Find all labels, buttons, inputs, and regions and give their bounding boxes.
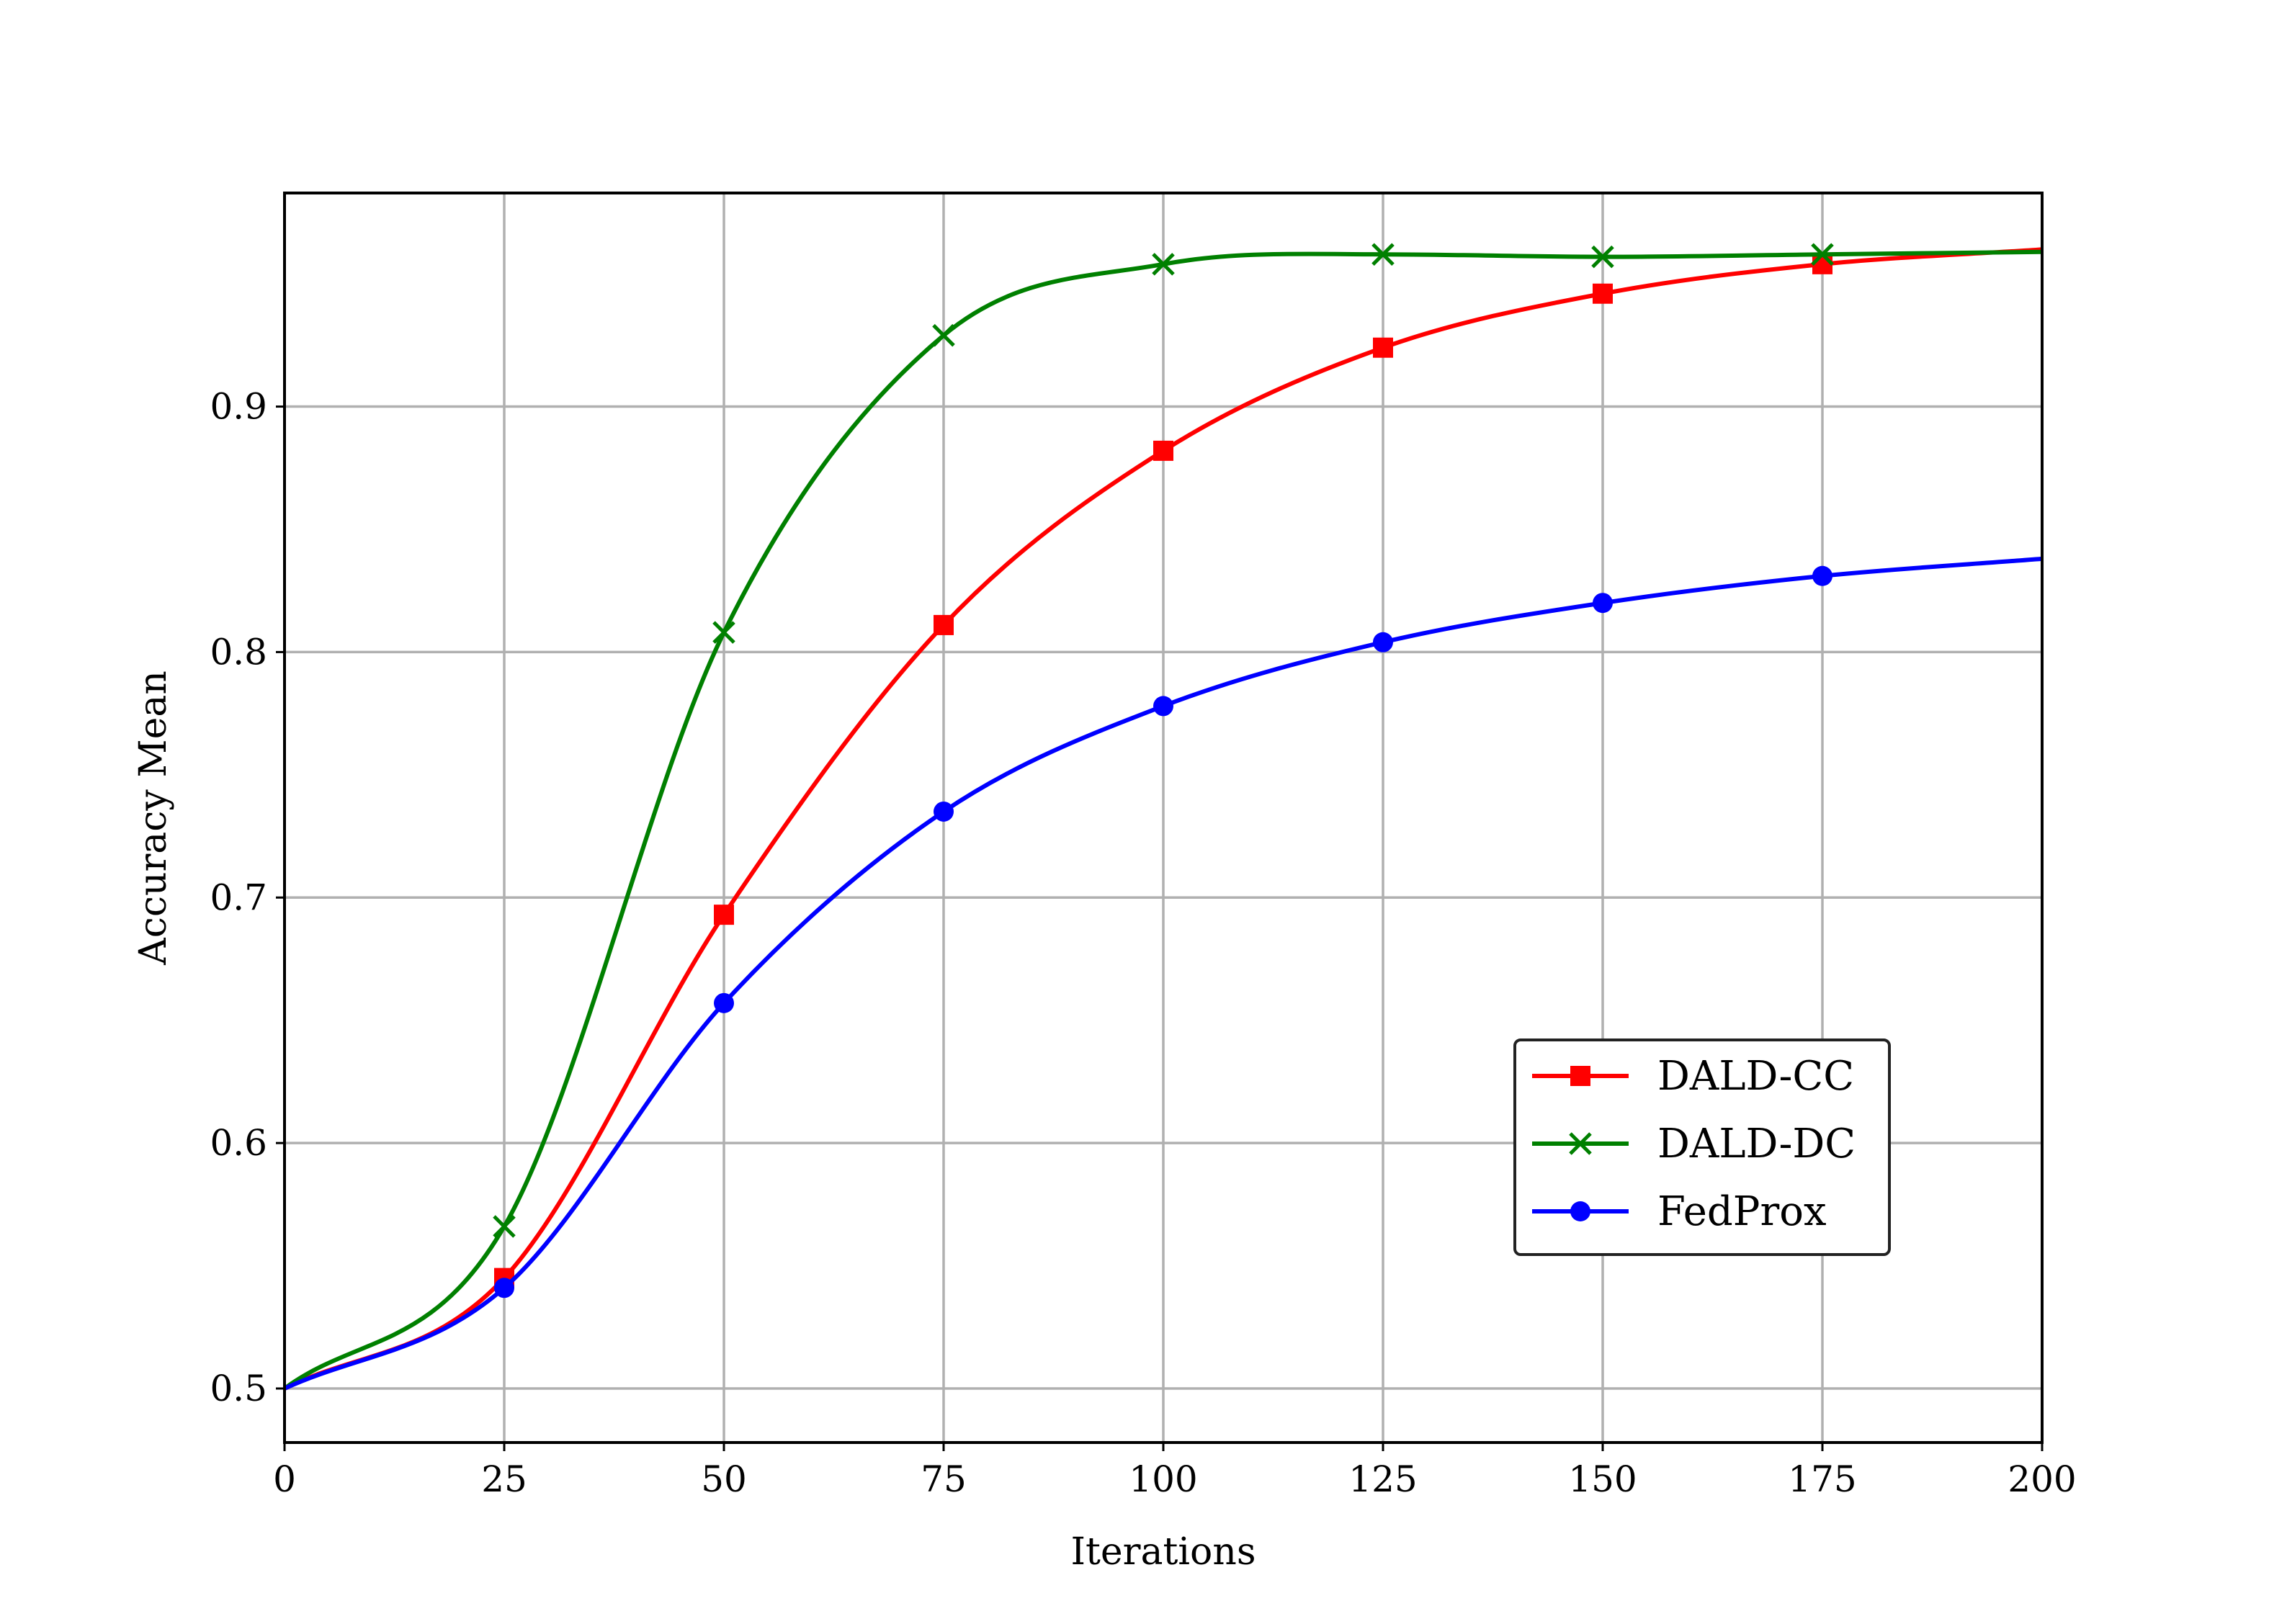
data-point [932, 323, 955, 347]
legend-item: DALD-CC [1532, 1053, 1854, 1100]
data-point [934, 614, 954, 635]
marker-stroke [1569, 1132, 1592, 1155]
data-point [1373, 337, 1393, 358]
legend-marker [1570, 1066, 1590, 1086]
data-point [1152, 253, 1175, 276]
marker-stroke [493, 1215, 516, 1238]
x-tick-label: 175 [1788, 1458, 1856, 1500]
data-point [1591, 245, 1614, 269]
data-point [714, 992, 734, 1013]
y-tick-label: 0.8 [210, 631, 267, 673]
x-axis-label: Iterations [1070, 1530, 1256, 1574]
series-line [283, 249, 2043, 1391]
x-tick-label: 25 [481, 1458, 527, 1500]
axis-ticks: 0 25 50 75 100 125 150 175 200 0.5 0.6 0.7 0.8 0.9 [210, 386, 2076, 1500]
series-lines [283, 243, 2043, 1391]
x-tick-label: 75 [921, 1458, 967, 1500]
x-tick-label: 150 [1568, 1458, 1637, 1500]
marker-stroke [712, 621, 735, 644]
x-tick-label: 125 [1348, 1458, 1417, 1500]
series-fedprox [283, 556, 2043, 1391]
legend-marker [1570, 1201, 1590, 1221]
data-point [1593, 593, 1613, 614]
y-tick-label: 0.5 [210, 1368, 267, 1409]
legend-label: DALD-CC [1657, 1053, 1854, 1100]
grid-lines [283, 193, 2044, 1443]
legend-label: FedProx [1657, 1188, 1827, 1235]
x-tick-label: 200 [2008, 1458, 2076, 1500]
data-point [1811, 243, 1834, 266]
marker-stroke [1152, 253, 1175, 276]
series-line [283, 247, 2043, 1391]
legend-frame [1513, 1038, 1891, 1256]
y-tick-label: 0.6 [210, 1122, 267, 1164]
legend-item: DALD-DC [1532, 1121, 1856, 1167]
data-point [1371, 243, 1395, 266]
marker-stroke [932, 323, 955, 347]
series-dald-cc [283, 247, 2043, 1391]
x-tick-label: 0 [273, 1458, 296, 1500]
data-point [1373, 632, 1393, 652]
data-point [712, 621, 735, 644]
data-point [1812, 254, 1832, 274]
data-point [1812, 565, 1832, 586]
marker-stroke [1811, 243, 1834, 266]
data-point [934, 801, 954, 822]
marker-stroke [1591, 245, 1614, 269]
marker-stroke [1371, 243, 1395, 266]
legend: DALD-CC DALD-DC FedProx [1513, 1038, 1891, 1256]
series-dald-dc [283, 243, 2043, 1391]
data-point [1153, 696, 1173, 717]
legend-marker [1569, 1132, 1592, 1155]
legend-label: DALD-DC [1657, 1121, 1856, 1167]
x-tick-label: 100 [1129, 1458, 1197, 1500]
data-point [494, 1278, 514, 1298]
data-point [493, 1215, 516, 1238]
y-axis-label: Accuracy Mean [132, 670, 175, 966]
data-point [1593, 283, 1613, 304]
y-tick-label: 0.9 [210, 386, 267, 428]
data-point [1153, 440, 1173, 461]
series-line [283, 556, 2043, 1391]
legend-item: FedProx [1532, 1188, 1827, 1235]
x-tick-label: 50 [701, 1458, 747, 1500]
y-tick-label: 0.7 [210, 876, 267, 918]
data-point [714, 905, 734, 925]
